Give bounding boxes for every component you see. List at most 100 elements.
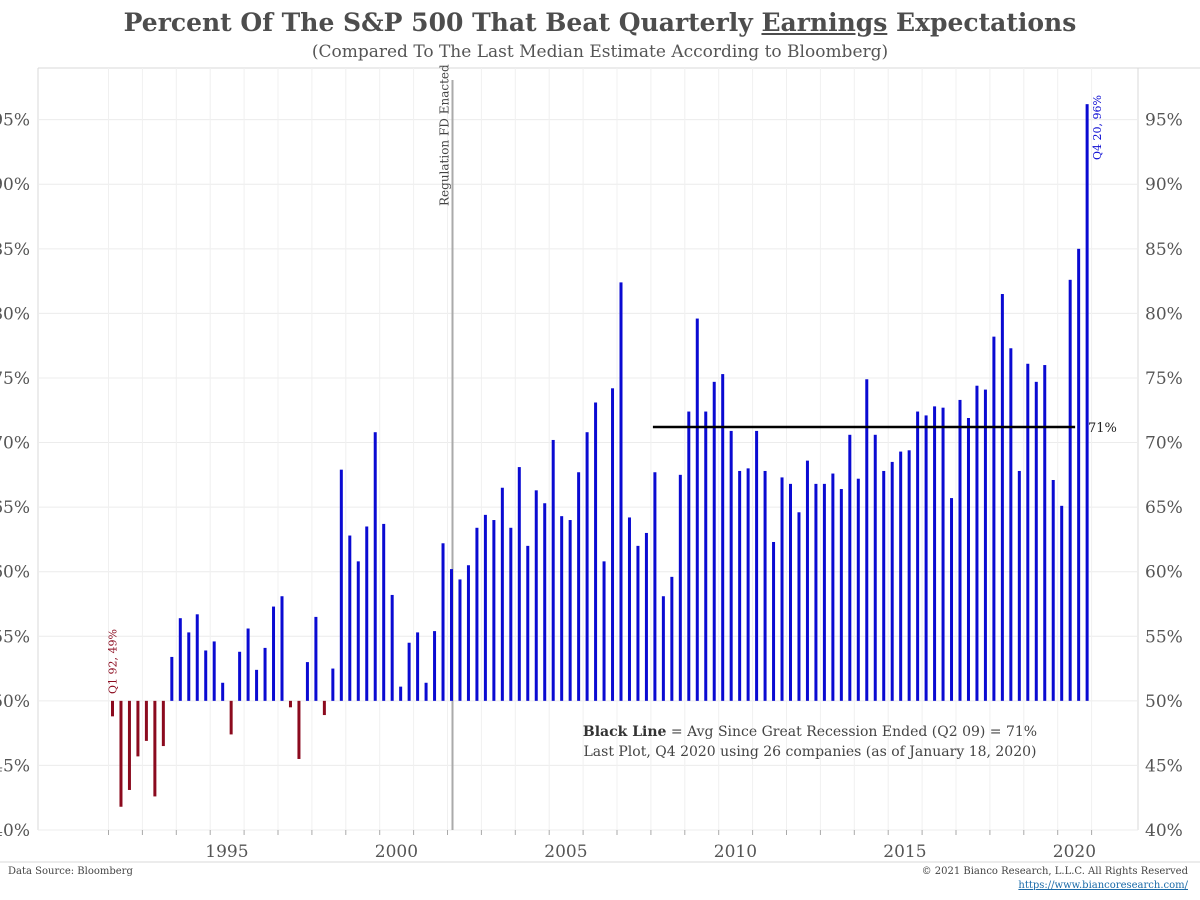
bar xyxy=(899,451,903,701)
bar xyxy=(1051,479,1055,701)
bar xyxy=(399,686,403,701)
first-bar-label: Q1 92, 49% xyxy=(107,629,120,694)
bar xyxy=(611,388,615,701)
event-line-label: Regulation FD Enacted xyxy=(438,64,452,206)
bar xyxy=(644,532,648,701)
bar xyxy=(983,389,987,701)
bar xyxy=(763,470,767,701)
bar xyxy=(882,470,886,701)
bar xyxy=(212,641,216,701)
y-tick-label-left: 70% xyxy=(0,434,30,454)
y-tick-label-right: 85% xyxy=(1145,240,1183,260)
bar xyxy=(475,527,479,701)
bar xyxy=(204,650,208,701)
bar xyxy=(348,535,352,701)
bar xyxy=(958,399,962,701)
bar xyxy=(297,700,301,759)
bar xyxy=(339,469,343,701)
y-tick-label-left: 55% xyxy=(0,627,30,647)
bar xyxy=(789,483,792,701)
bar xyxy=(246,628,250,701)
x-tick-label: 2000 xyxy=(375,842,418,862)
bar xyxy=(551,439,555,701)
average-line-label: 71% xyxy=(1088,421,1117,436)
bar xyxy=(407,642,411,701)
bar xyxy=(797,512,801,701)
x-tick-label: 2005 xyxy=(544,842,587,862)
bar xyxy=(653,472,657,701)
bar xyxy=(966,418,970,701)
bar xyxy=(916,411,920,701)
bar xyxy=(975,385,979,701)
bar xyxy=(255,669,259,701)
bar xyxy=(865,379,869,701)
bar xyxy=(1068,279,1072,701)
note-line-1: Black Line = Avg Since Great Recession E… xyxy=(560,722,1060,742)
bar xyxy=(950,498,954,701)
chart-title: Percent Of The S&P 500 That Beat Quarter… xyxy=(0,8,1200,37)
y-tick-label-right: 40% xyxy=(1145,821,1183,841)
bar xyxy=(373,432,377,701)
bar xyxy=(543,503,547,701)
bar xyxy=(636,545,640,701)
bar xyxy=(458,579,462,701)
y-tick-label-left: 45% xyxy=(0,756,30,776)
x-tick-label: 2020 xyxy=(1053,842,1096,862)
bar xyxy=(585,432,589,701)
bar xyxy=(577,472,581,701)
bar xyxy=(560,516,564,701)
bar xyxy=(907,450,911,701)
bar xyxy=(483,514,487,701)
bar xyxy=(924,415,928,701)
bar xyxy=(695,318,699,701)
bar xyxy=(517,467,521,701)
chart-note: Black Line = Avg Since Great Recession E… xyxy=(560,722,1060,762)
bar xyxy=(322,700,326,716)
last-bar-label: Q4 20, 96% xyxy=(1091,95,1104,160)
bar xyxy=(382,523,386,701)
bar xyxy=(941,407,945,701)
bar xyxy=(1009,348,1013,701)
y-tick-label-left: 40% xyxy=(0,821,30,841)
bar xyxy=(365,526,369,701)
bar xyxy=(416,632,420,701)
data-source: Data Source: Bloomberg xyxy=(8,866,133,877)
bar xyxy=(187,632,191,701)
bar xyxy=(746,468,750,701)
bar xyxy=(119,700,123,807)
bar xyxy=(678,474,682,701)
y-tick-label-left: 65% xyxy=(0,498,30,518)
y-tick-label-left: 80% xyxy=(0,304,30,324)
bar xyxy=(305,662,309,701)
bar xyxy=(526,545,530,701)
bar xyxy=(704,411,708,701)
bar xyxy=(136,700,140,757)
bar xyxy=(1026,363,1030,701)
bar xyxy=(772,541,776,701)
note-line-1-text: = Avg Since Great Recession Ended (Q2 09… xyxy=(666,724,1038,740)
bar xyxy=(687,411,691,701)
x-tick-label: 1995 xyxy=(205,842,248,862)
bar xyxy=(721,374,725,701)
bar xyxy=(1017,470,1021,701)
bar xyxy=(594,402,598,701)
bar xyxy=(992,336,996,701)
bar xyxy=(161,700,165,747)
bar xyxy=(144,700,148,741)
bar xyxy=(814,483,818,701)
y-tick-label-left: 75% xyxy=(0,369,30,389)
copyright: © 2021 Bianco Research, L.L.C. All Right… xyxy=(921,866,1188,877)
bar xyxy=(229,700,233,735)
y-tick-label-left: 50% xyxy=(0,692,30,712)
bar xyxy=(450,569,453,701)
bar xyxy=(848,434,852,701)
bar xyxy=(661,596,665,701)
bar xyxy=(933,406,937,701)
bar xyxy=(288,700,292,708)
chart-title-part1: Percent Of The S&P 500 That Beat Quarter… xyxy=(123,8,762,37)
x-tick-label: 2015 xyxy=(883,842,926,862)
bar xyxy=(331,668,335,701)
bar xyxy=(153,700,157,797)
source-link[interactable]: https://www.biancoresearch.com/ xyxy=(1018,880,1188,891)
